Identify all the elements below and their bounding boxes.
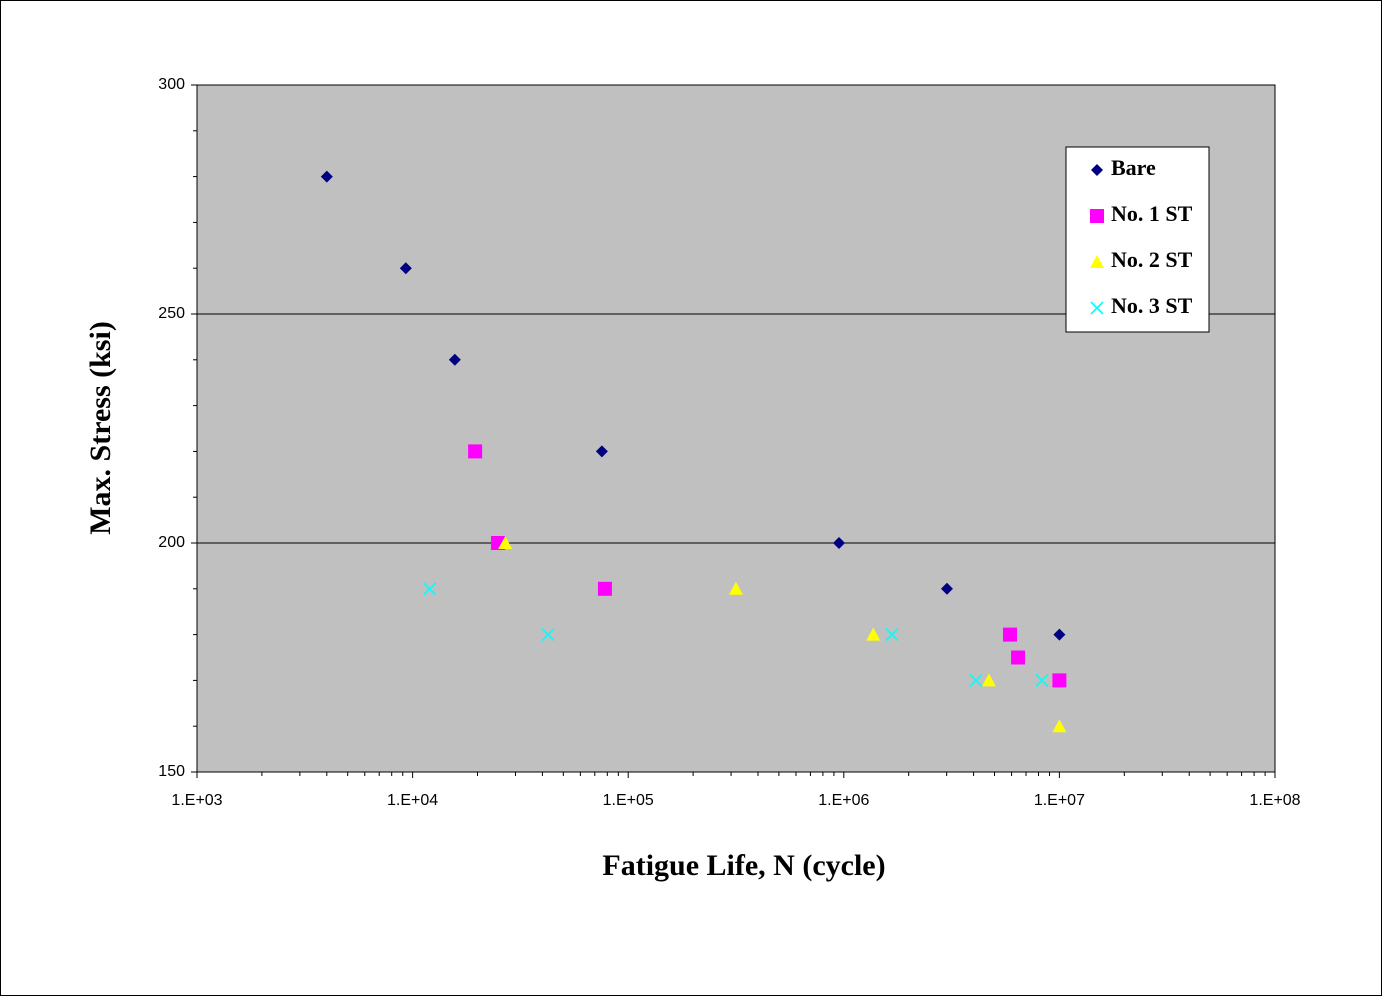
point [1090,255,1104,268]
point [498,536,513,549]
point [1053,628,1066,641]
y-tick-label: 200 [158,534,185,551]
x-tick-label: 1.E+06 [818,792,869,809]
x-tick-label: 1.E+07 [1034,792,1085,809]
point [448,353,461,366]
point [885,628,899,642]
plot-frame [196,84,1276,773]
point [1091,164,1103,176]
point [1035,673,1049,687]
point [1052,719,1067,733]
point [595,445,608,458]
point [1002,627,1017,642]
legend-label: No. 3 ST [1111,293,1193,318]
point [399,262,412,275]
point [940,582,953,595]
point [423,582,437,596]
point [1090,301,1104,315]
point [597,581,612,596]
x-tick-label: 1.E+04 [387,792,438,809]
point [866,627,881,641]
x-tick-label: 1.E+05 [603,792,654,809]
legend-label: Bare [1111,155,1156,180]
x-axis-title: Fatigue Life, N (cycle) [602,849,885,882]
legend-label: No. 1 ST [1111,201,1193,226]
y-tick-label: 250 [158,305,185,322]
legend-box [1065,146,1210,333]
x-tick-label: 1.E+03 [171,792,222,809]
point [1011,650,1026,665]
x-tick-label: 1.E+08 [1249,792,1300,809]
point [981,673,996,687]
point [468,444,483,459]
point [320,170,333,183]
y-tick-label: 300 [158,76,185,93]
y-axis-title: Max. Stress (ksi) [84,321,117,535]
point [541,628,555,642]
point [969,673,983,687]
point [1090,209,1104,223]
point [728,581,743,595]
legend-label: No. 2 ST [1111,247,1193,272]
point [1052,673,1067,688]
point [832,537,845,549]
y-tick-label: 150 [158,763,185,780]
